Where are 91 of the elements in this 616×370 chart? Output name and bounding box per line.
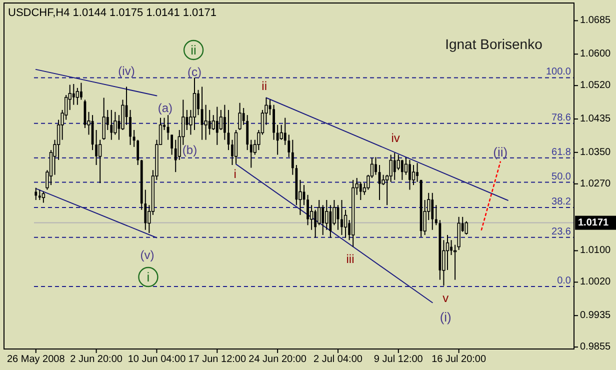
annotation: 0.0	[557, 275, 572, 286]
annotation: (c)	[187, 65, 202, 79]
annotation: Ignat Borisenko	[445, 36, 543, 52]
candlestick	[174, 139, 177, 173]
annotation: iv	[391, 131, 400, 145]
candlestick	[276, 124, 279, 156]
x-tick-label: 9 Jul 12:00	[374, 354, 424, 365]
candlestick	[393, 152, 396, 180]
candlestick	[412, 164, 416, 186]
candlestick	[246, 114, 249, 151]
candlestick	[272, 104, 275, 140]
candlestick	[374, 156, 377, 176]
y-tick-label: 0.9935	[580, 310, 612, 322]
ref-line-label: 1.0171	[578, 217, 610, 228]
candlestick	[242, 107, 245, 126]
y-tick-label: 1.0020	[580, 276, 612, 288]
chart-title: USDCHF,H4 1.0144 1.0175 1.0141 1.0171	[8, 7, 217, 19]
y-tick-label: 1.0100	[580, 245, 612, 256]
candlestick	[136, 139, 140, 166]
candlestick	[322, 204, 324, 236]
candlestick	[434, 204, 438, 226]
candlestick	[76, 87, 80, 106]
candlestick	[284, 117, 286, 146]
candlestick	[359, 181, 362, 200]
candlestick	[234, 130, 238, 164]
x-tick-label: 26 May 2008	[6, 354, 66, 365]
candlestick	[306, 194, 309, 226]
candlestick	[192, 77, 196, 130]
annotation: 78.6	[552, 112, 572, 124]
candlestick	[102, 97, 106, 140]
candlestick	[110, 109, 113, 140]
annotation: 23.6	[552, 226, 572, 238]
y-tick-label: 0.9855	[580, 342, 612, 353]
annotation: i	[146, 270, 150, 284]
candlestick	[144, 189, 147, 230]
y-tick-label: 1.0270	[580, 178, 612, 190]
candlestick	[38, 189, 41, 200]
candlestick	[431, 192, 434, 230]
candlestick	[291, 139, 294, 176]
candlestick	[170, 134, 174, 156]
annotation: 38.2	[552, 196, 572, 208]
x-tick-label: 17 Jun 12:00	[188, 354, 246, 365]
y-tick-label: 1.0435	[580, 113, 612, 124]
candlestick	[42, 191, 46, 204]
candlestick	[80, 82, 82, 100]
annotation: (iv)	[118, 64, 135, 78]
candlestick	[408, 159, 411, 190]
annotation: v	[442, 291, 449, 305]
x-tick-label: 2 Jun 20:00	[70, 354, 123, 365]
candlestick	[224, 104, 226, 140]
annotation: 61.8	[552, 146, 572, 158]
y-tick-label: 1.0520	[580, 80, 612, 92]
x-tick-label: 16 Jul 20:00	[432, 354, 486, 365]
annotation: (ii)	[493, 144, 508, 160]
x-tick-label: 2 Jul 04:00	[314, 354, 363, 365]
candlestick	[208, 109, 211, 136]
candlestick	[450, 240, 452, 256]
annotation: 50.0	[552, 171, 572, 182]
candlestick	[129, 109, 132, 146]
y-tick-label: 1.0600	[580, 48, 612, 60]
candlestick	[197, 89, 200, 116]
candlestick	[132, 130, 136, 148]
annotation: (a)	[158, 101, 173, 115]
annotation: ii	[190, 42, 197, 58]
candlestick	[400, 159, 404, 180]
candlestick	[314, 209, 317, 238]
candlestick	[329, 204, 332, 238]
annotation: ii	[262, 79, 268, 93]
y-tick-label: 1.0685	[580, 15, 612, 26]
candlestick	[238, 102, 242, 130]
candlestick	[250, 139, 252, 168]
x-tick-label: 10 Jun 04:00	[128, 354, 186, 365]
annotation: (i)	[440, 310, 452, 324]
candlestick	[34, 187, 38, 200]
candlestick	[216, 106, 218, 146]
candlestick	[340, 199, 343, 236]
candlestick	[72, 83, 75, 106]
candlestick	[464, 220, 468, 236]
annotation: i	[234, 167, 236, 181]
candlestick	[416, 162, 418, 182]
annotation: 100.0	[546, 66, 572, 78]
x-tick-label: 24 Jun 20:00	[248, 354, 307, 365]
annotation: (b)	[182, 143, 198, 157]
candlestick	[446, 234, 450, 270]
candlestick	[166, 114, 170, 140]
candlestick	[389, 154, 392, 182]
candlestick	[95, 130, 98, 166]
y-tick-label: 1.0350	[580, 146, 612, 158]
annotation: (v)	[140, 248, 154, 262]
candlestick	[288, 134, 290, 158]
annotation: iii	[346, 252, 354, 266]
